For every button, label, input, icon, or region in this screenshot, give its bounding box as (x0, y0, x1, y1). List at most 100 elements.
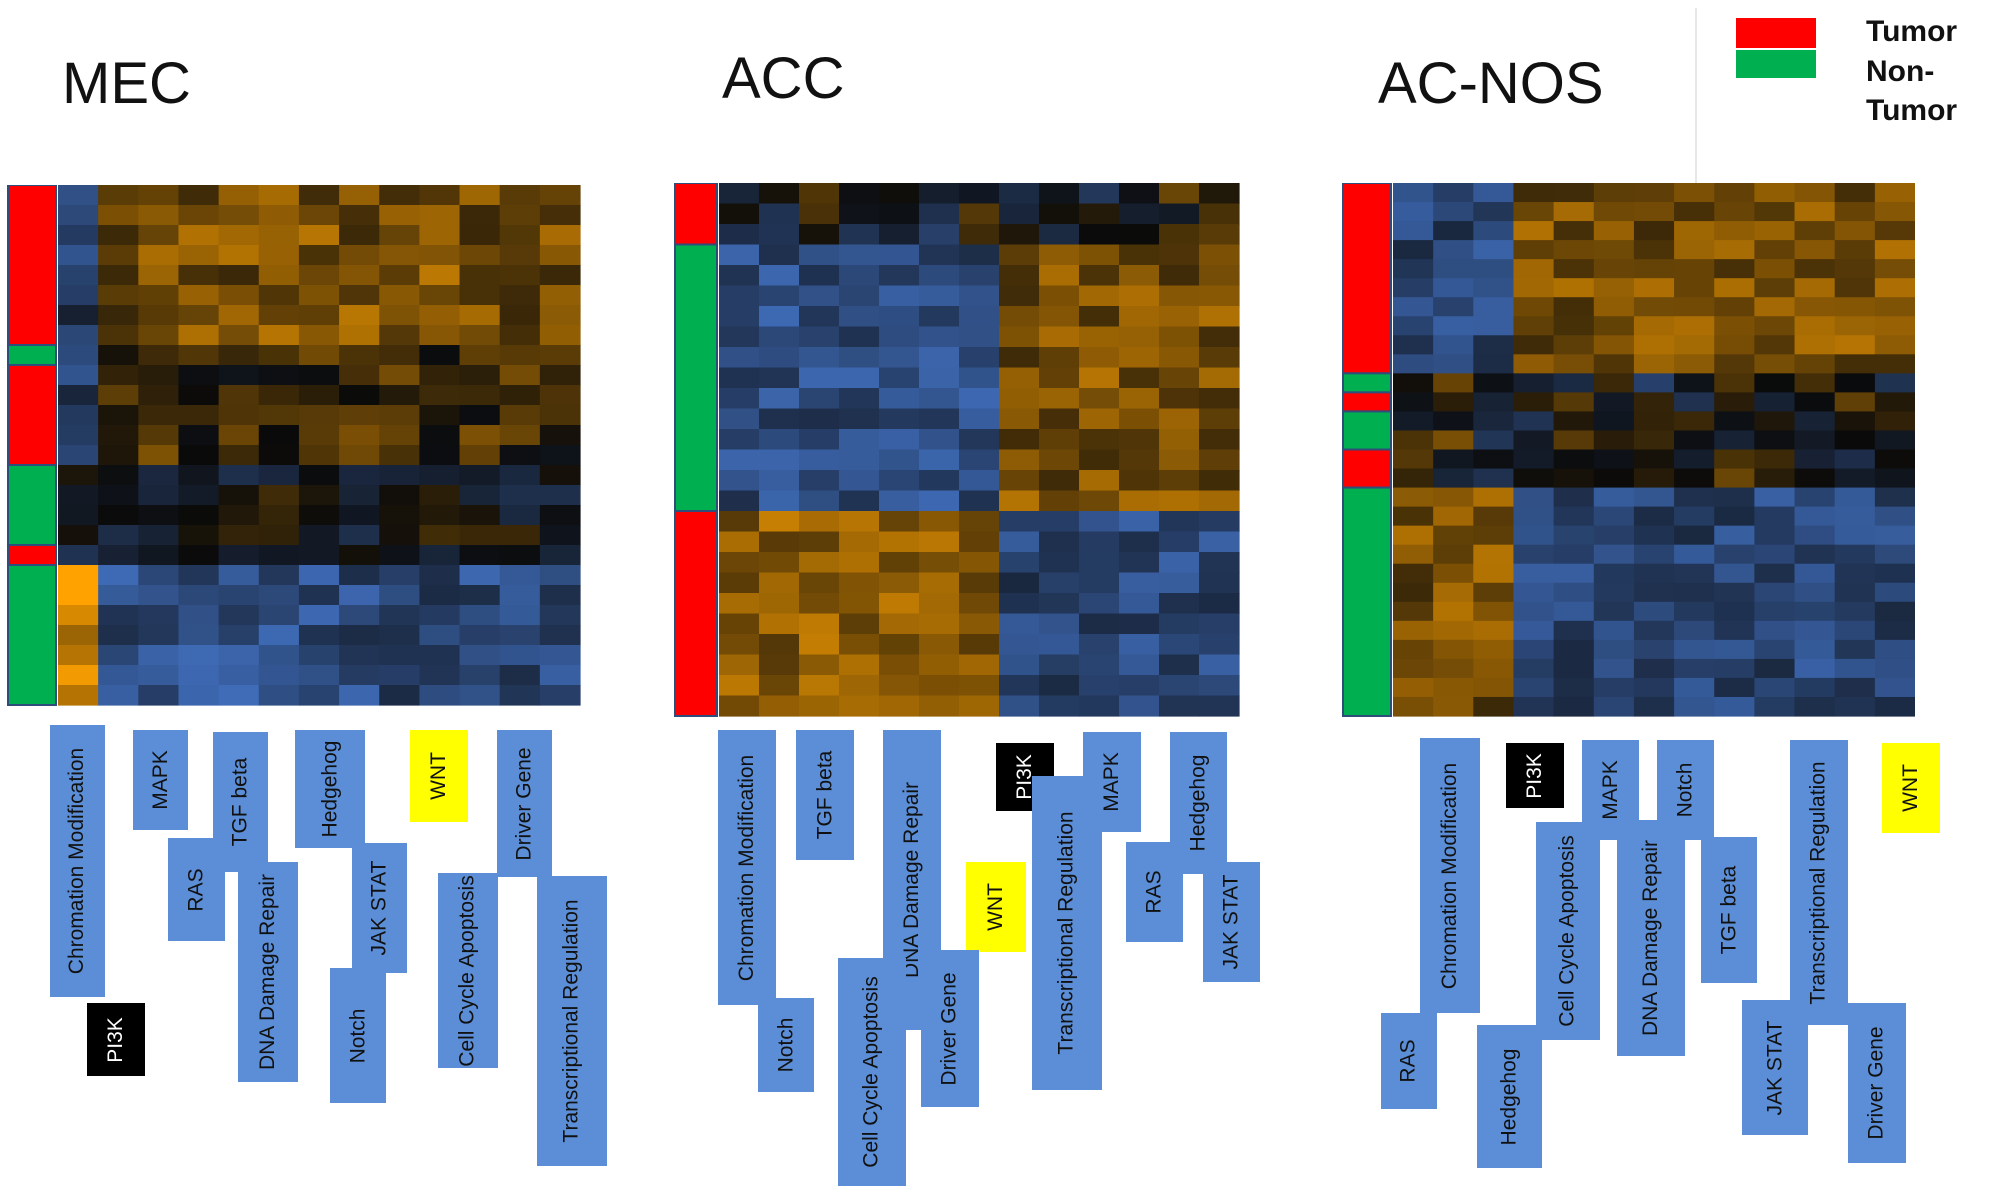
heatmap-cell (218, 425, 260, 446)
heatmap-cell (879, 572, 920, 594)
heatmap-cell (1393, 658, 1434, 679)
heatmap-cell (339, 325, 380, 346)
heatmap-cell (178, 625, 220, 646)
pathway-label-box: TGF beta (1701, 837, 1757, 983)
heatmap-cell (218, 385, 260, 406)
heatmap-cell (1794, 582, 1836, 603)
heatmap-cell (298, 605, 340, 626)
heatmap-cell (1633, 373, 1675, 393)
heatmap-cell (379, 185, 420, 206)
heatmap-cell (1633, 202, 1675, 222)
pathway-label: Hedgehog (318, 740, 342, 838)
pathway-label-box: Cell Cycle Apoptosis (838, 958, 906, 1186)
heatmap-cell (1714, 544, 1755, 565)
heatmap-cell (499, 485, 541, 506)
heatmap-cell (1039, 183, 1080, 205)
heatmap-cell (1199, 326, 1240, 348)
heatmap-cell (1079, 388, 1120, 410)
heatmap-cell (1754, 487, 1796, 508)
heatmap-cell (419, 305, 461, 326)
heatmap-cell (1714, 525, 1755, 546)
pathway-label-box: Chromation Modification (50, 725, 105, 997)
heatmap-cell (178, 645, 220, 666)
heatmap-cell (459, 505, 501, 526)
heatmap-cell (1039, 367, 1080, 389)
heatmap-cell (999, 285, 1040, 307)
heatmap-cell (1553, 468, 1595, 489)
heatmap-cell (1393, 639, 1434, 660)
heatmap-cell (1513, 278, 1555, 298)
heatmap-cell (1513, 430, 1555, 451)
heatmap-cell (1874, 525, 1915, 546)
heatmap-cell (1199, 634, 1240, 656)
heatmap-cell (218, 345, 260, 366)
heatmap-cell (879, 634, 920, 656)
heatmap-cell (719, 326, 760, 348)
heatmap-cell (1433, 221, 1474, 241)
heatmap-cell (258, 405, 300, 426)
heatmap-cell (539, 365, 581, 386)
heatmap-cell (919, 265, 960, 287)
heatmap-cell (1159, 634, 1200, 656)
heatmap-cell (1834, 202, 1876, 222)
heatmap-cell (419, 625, 461, 646)
heatmap-cell (1674, 316, 1715, 336)
heatmap-cell (218, 665, 260, 686)
heatmap-cell (1079, 347, 1120, 369)
heatmap-cell (919, 449, 960, 471)
heatmap-cell (959, 654, 1000, 676)
heatmap-cell (1119, 449, 1160, 471)
heatmap-cell (499, 585, 541, 606)
heatmap-cell (1633, 278, 1675, 298)
heatmap-cell (1754, 411, 1796, 432)
heatmap-cell (1754, 639, 1796, 660)
pathway-label-box: Driver Gene (921, 950, 979, 1107)
heatmap-cell (799, 695, 840, 717)
heatmap-cell (1633, 335, 1675, 355)
heatmap-cell (419, 465, 461, 486)
pathway-label: PI3K (104, 1016, 127, 1063)
heatmap-cell (879, 388, 920, 410)
heatmap-cell (1473, 373, 1515, 393)
heatmap-cell (379, 365, 420, 386)
heatmap-cell (919, 244, 960, 266)
heatmap-cell (959, 203, 1000, 225)
sample-group-bar (1342, 448, 1392, 489)
heatmap-cell (919, 388, 960, 410)
heatmap-cell (98, 625, 139, 646)
heatmap-cell (1079, 654, 1120, 676)
heatmap-cell (1553, 354, 1595, 374)
heatmap-cell (218, 445, 260, 466)
heatmap-cell (919, 326, 960, 348)
heatmap-cell (499, 385, 541, 406)
heatmap-cell (839, 285, 880, 307)
heatmap-cell (1593, 221, 1635, 241)
heatmap-cell (1714, 601, 1755, 622)
heatmap-cell (218, 245, 260, 266)
sample-group-bar (7, 544, 57, 566)
heatmap-cell (1553, 487, 1595, 508)
heatmap-cell (1834, 449, 1876, 470)
heatmap-cell (339, 685, 380, 706)
heatmap-cell (1874, 183, 1915, 203)
heatmap-cell (218, 545, 260, 566)
heatmap-cell (1473, 335, 1515, 355)
heatmap-cell (339, 625, 380, 646)
heatmap-cell (499, 665, 541, 686)
heatmap-cell (759, 367, 800, 389)
heatmap-cell (839, 490, 880, 512)
heatmap-cell (379, 325, 420, 346)
heatmap-cell (919, 490, 960, 512)
heatmap-cell (1794, 202, 1836, 222)
heatmap-cell (1039, 244, 1080, 266)
heatmap-cell (1553, 411, 1595, 432)
heatmap-cell (339, 385, 380, 406)
heatmap-cell (379, 605, 420, 626)
heatmap-cell (1473, 544, 1515, 565)
heatmap-cell (1473, 696, 1515, 717)
heatmap-cell (258, 525, 300, 546)
heatmap-cell (419, 485, 461, 506)
heatmap-cell (258, 685, 300, 706)
heatmap-cell (1039, 408, 1080, 430)
heatmap-cell (1079, 203, 1120, 225)
